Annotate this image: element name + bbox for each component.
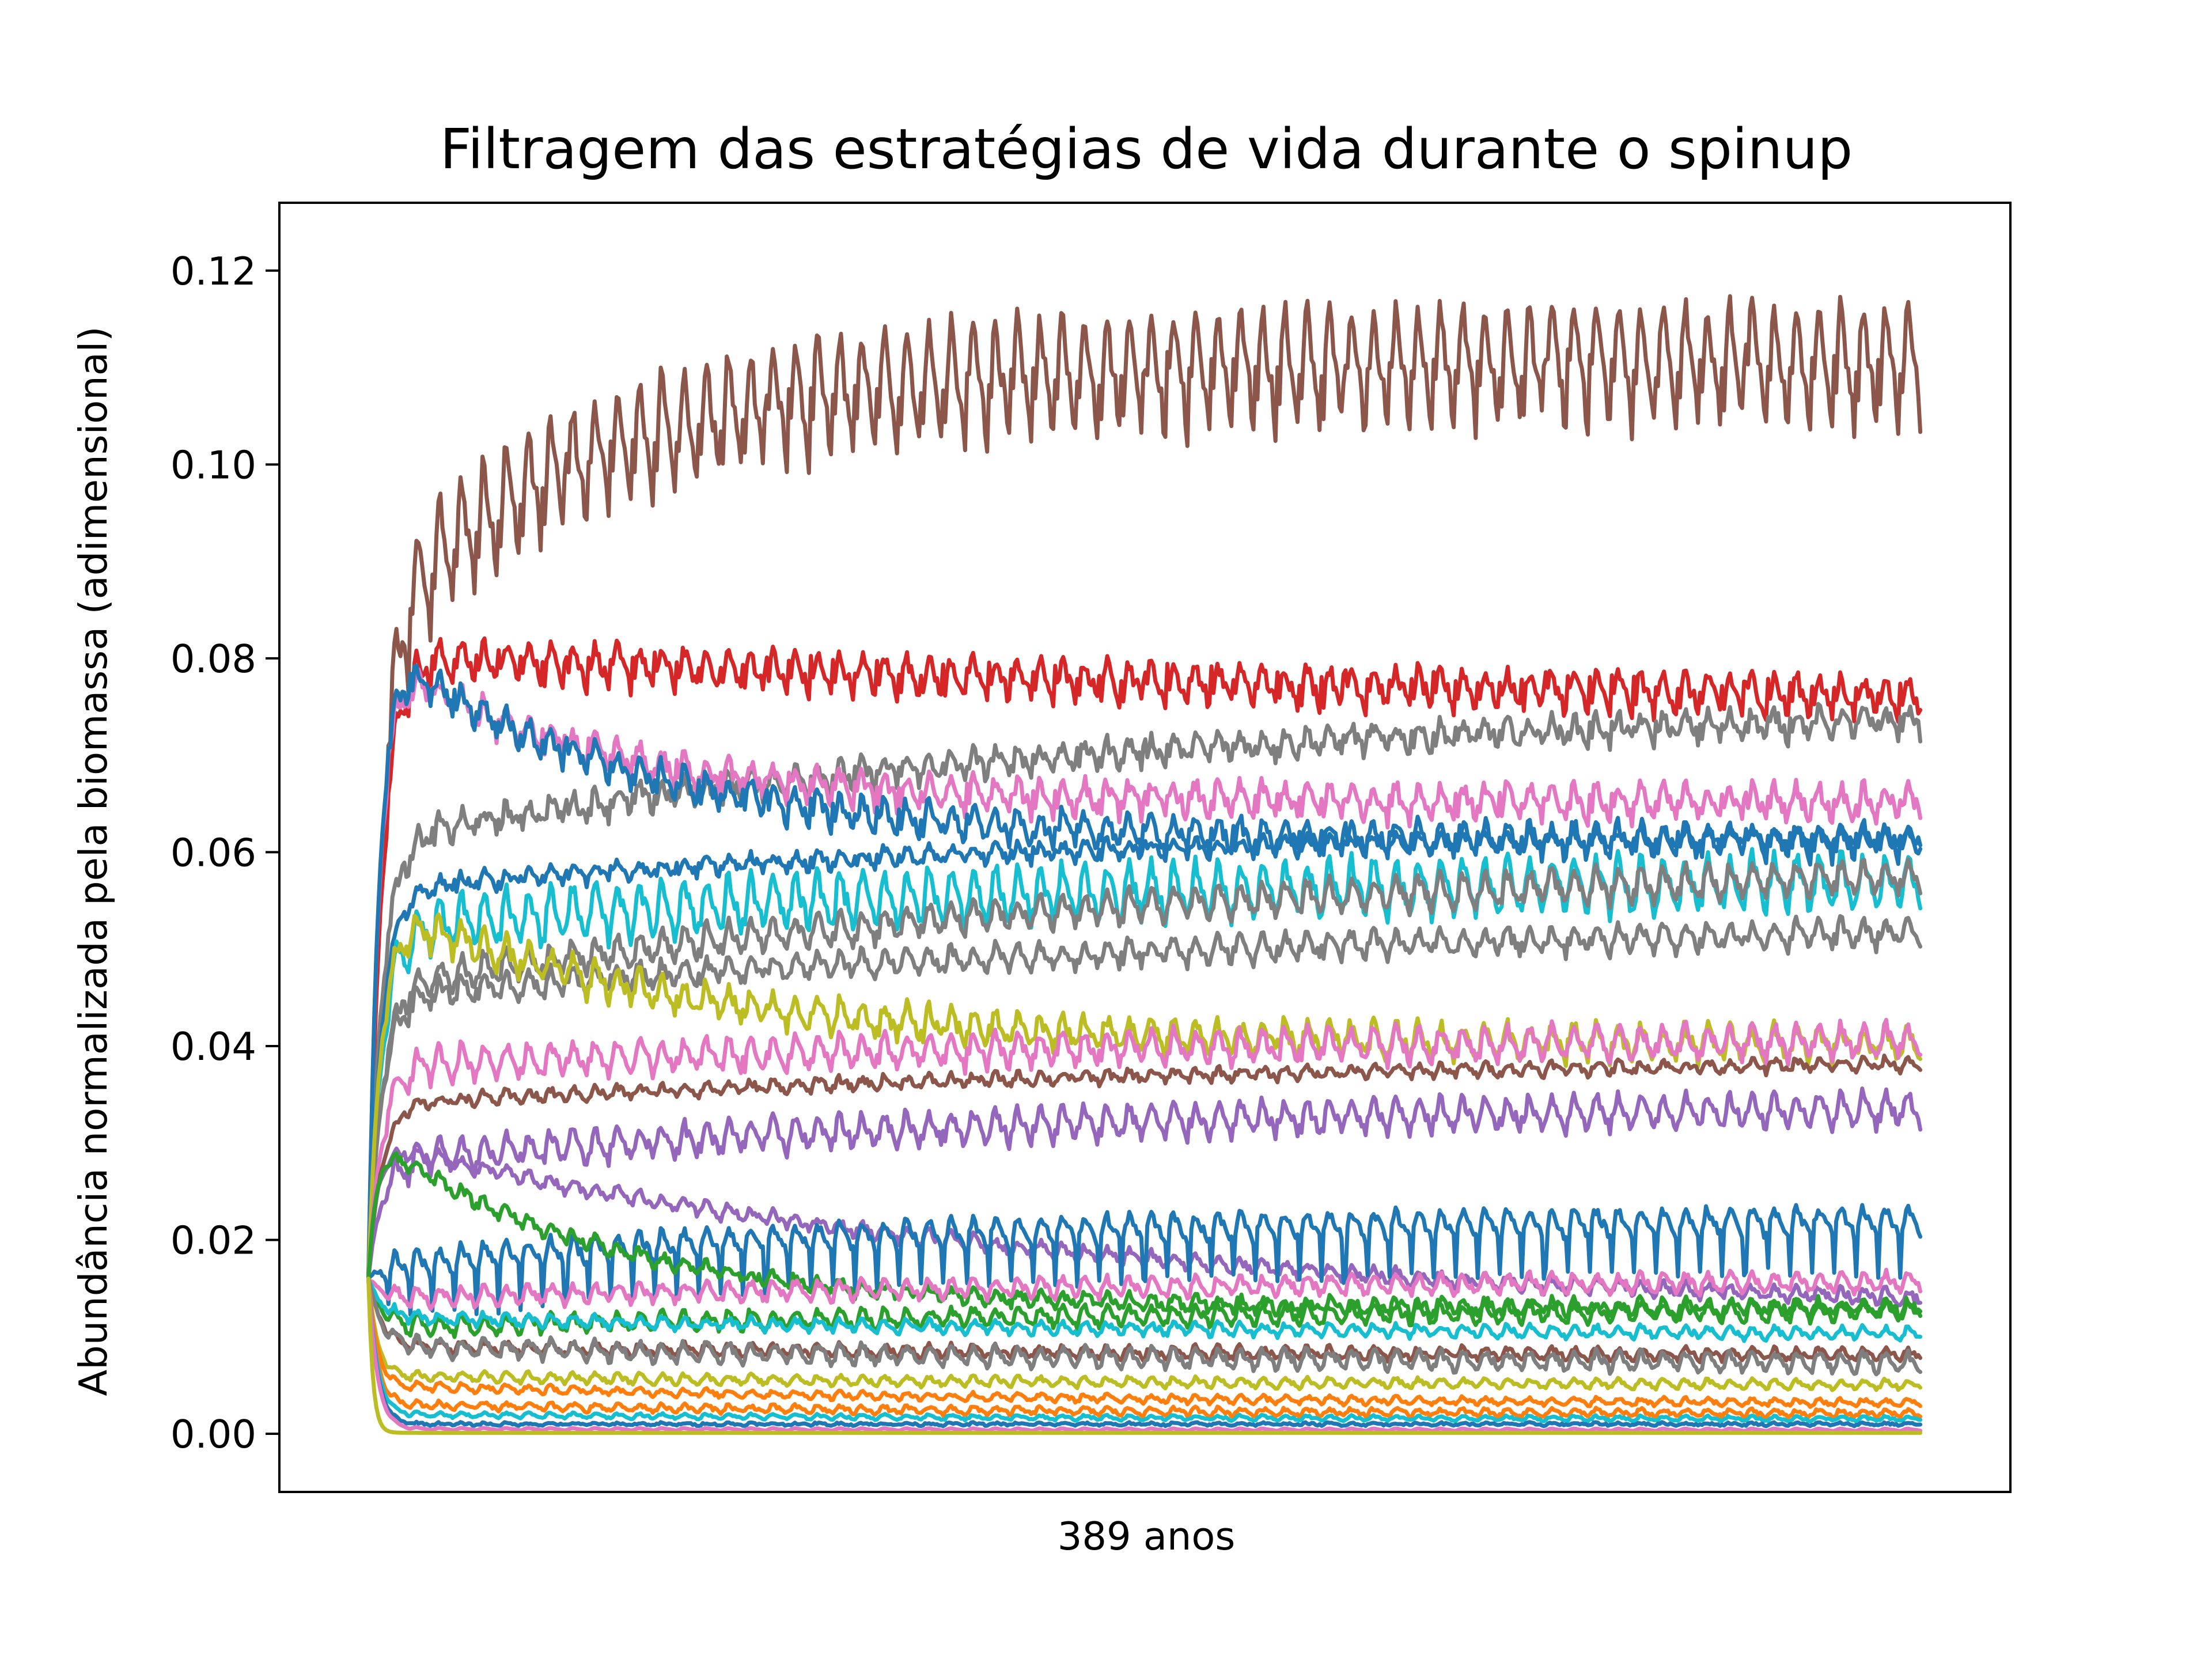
y-tick-label: 0.00 [171, 1412, 256, 1457]
y-tick-label: 0.04 [171, 1024, 256, 1069]
y-axis: 0.00 0.02 0.04 0.06 0.08 0.10 0.12 [171, 249, 279, 1457]
series-line-13 [366, 1086, 1923, 1281]
series-line-3 [366, 702, 1923, 1281]
series-line-17 [366, 1267, 1923, 1311]
series-line-26 [366, 1277, 1923, 1429]
y-tick-label: 0.06 [171, 830, 256, 875]
series-line-12 [366, 1054, 1923, 1281]
series-line-9 [366, 914, 1923, 1281]
series-line-2 [366, 636, 1923, 1281]
y-tick-label: 0.02 [171, 1218, 256, 1263]
plot-frame [278, 202, 2012, 1493]
series-line-19 [366, 1277, 1923, 1343]
x-axis-label: 389 anos [1058, 1514, 1236, 1559]
chart-title: Filtragem das estratégias de vida durant… [440, 117, 1853, 181]
series-line-28 [366, 1277, 1923, 1435]
y-tick-label: 0.08 [171, 637, 256, 681]
series-line-6 [366, 824, 1923, 1281]
y-tick-label: 0.10 [171, 442, 256, 487]
y-tick-label: 0.12 [171, 249, 256, 294]
series-line-23 [366, 1277, 1923, 1409]
y-axis-label: Abundância normalizada pela biomassa (ad… [71, 326, 116, 1396]
series-line-27 [366, 1277, 1923, 1433]
series-line-16 [366, 1151, 1923, 1320]
series-line-22 [366, 1277, 1923, 1392]
series-line-1 [366, 294, 1923, 1281]
series-line-7 [366, 847, 1923, 1281]
series-line-25 [366, 1277, 1923, 1424]
series-line-8 [366, 857, 1923, 1281]
series-line-24 [366, 1277, 1923, 1421]
series-line-21 [366, 1277, 1923, 1377]
series-line-11 [366, 1017, 1923, 1281]
series-layer [366, 294, 1923, 1435]
series-line-4 [366, 667, 1923, 1281]
